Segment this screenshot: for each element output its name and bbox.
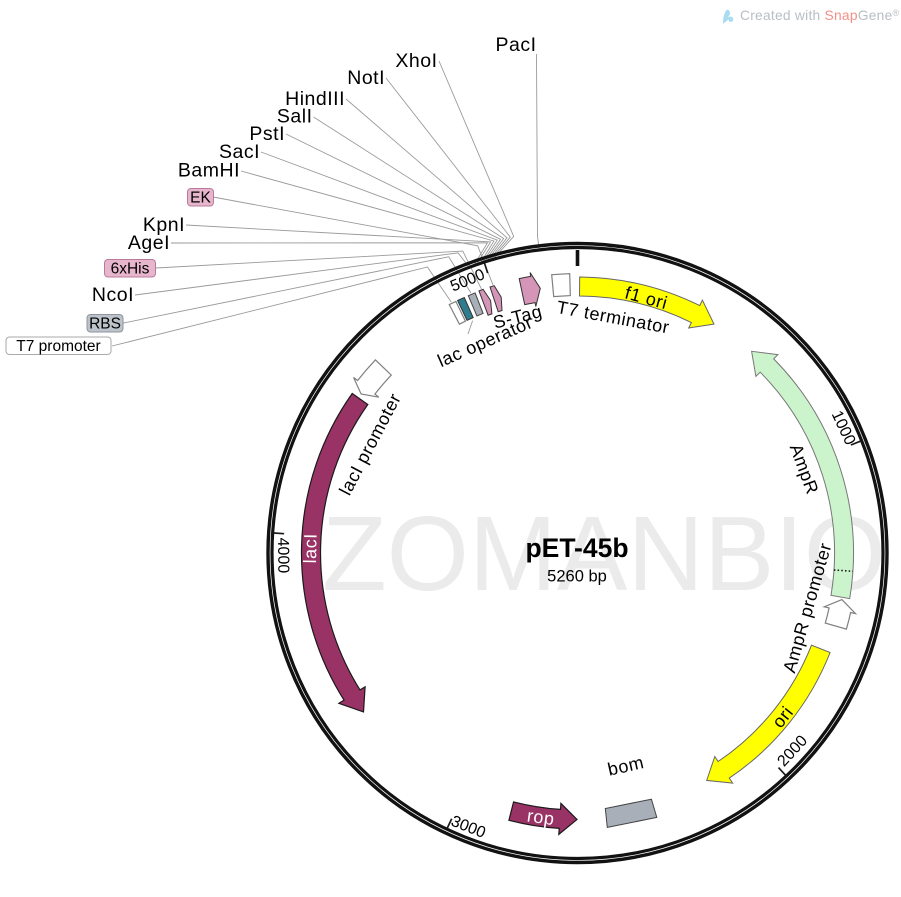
svg-text:EK: EK: [190, 190, 211, 207]
svg-text:rop: rop: [526, 805, 556, 829]
svg-text:pET-45b: pET-45b: [525, 533, 628, 563]
svg-text:T7 promoter: T7 promoter: [16, 338, 100, 355]
svg-text:6xHis: 6xHis: [111, 261, 150, 278]
svg-text:5260 bp: 5260 bp: [547, 568, 607, 586]
svg-text:PstI: PstI: [249, 123, 285, 145]
svg-text:SacI: SacI: [219, 141, 260, 163]
svg-text:SalI: SalI: [277, 106, 313, 128]
svg-text:XhoI: XhoI: [395, 50, 437, 72]
svg-text:AgeI: AgeI: [128, 232, 170, 254]
svg-text:KpnI: KpnI: [143, 214, 185, 236]
svg-text:lacI: lacI: [300, 533, 321, 564]
svg-text:4000: 4000: [274, 538, 291, 574]
svg-text:RBS: RBS: [89, 316, 121, 333]
svg-text:BamHI: BamHI: [178, 160, 240, 182]
svg-text:Created with SnapGene®: Created with SnapGene®: [740, 8, 900, 23]
svg-text:NcoI: NcoI: [92, 284, 134, 306]
svg-text:ZOMANBIO: ZOMANBIO: [322, 495, 886, 613]
svg-text:PacI: PacI: [495, 34, 536, 56]
svg-text:HindIII: HindIII: [285, 88, 345, 110]
svg-text:NotI: NotI: [347, 67, 385, 89]
